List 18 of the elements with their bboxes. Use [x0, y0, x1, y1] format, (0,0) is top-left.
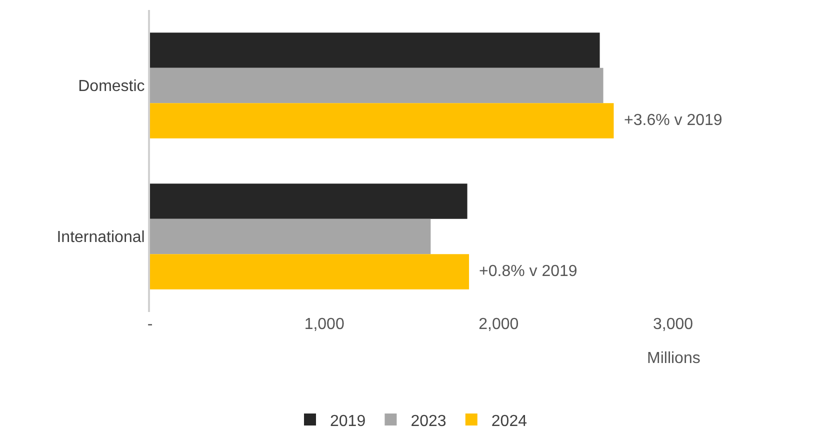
x-axis-title: Millions [647, 350, 700, 367]
legend-label: 2023 [410, 412, 446, 430]
annotation: +3.6% v 2019 [624, 112, 722, 129]
legend-label: 2019 [330, 412, 366, 430]
bar [150, 32, 600, 68]
legend-label: 2024 [491, 412, 528, 430]
bar [150, 254, 470, 290]
y-tick-label: International [56, 229, 145, 246]
bar [150, 218, 431, 254]
annotation: +0.8% v 2019 [479, 263, 578, 280]
bar [150, 68, 604, 104]
x-tick-label: 1,000 [304, 316, 344, 333]
y-tick-label: Domestic [78, 78, 145, 96]
x-tick-label: 3,000 [652, 316, 694, 333]
bar [150, 184, 468, 219]
x-tick-label: 2,000 [478, 316, 519, 333]
x-tick-label: - [147, 316, 153, 333]
bar [150, 103, 614, 138]
